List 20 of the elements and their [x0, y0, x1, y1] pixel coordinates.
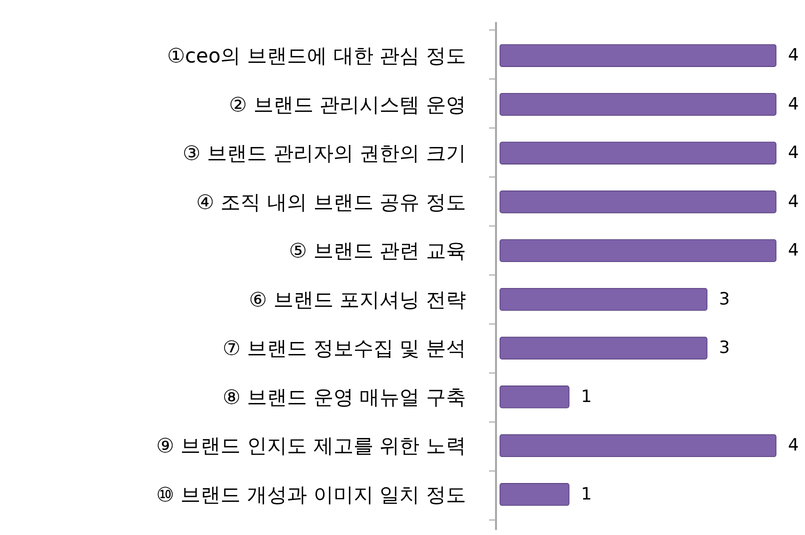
y-tick-label: ④ 조직 내의 브랜드 공유 정도	[196, 190, 466, 214]
y-tick-label: ⑥ 브랜드 포지셔닝 전략	[248, 287, 466, 312]
y-tick-label: ⑨ 브랜드 인지도 제고를 위한 노력	[156, 434, 466, 458]
data-label: 1	[581, 484, 592, 504]
y-tick-label: ⑤ 브랜드 관련 교육	[288, 238, 466, 263]
y-tick-label: ⑩ 브랜드 개성과 이미지 일치 정도	[156, 482, 466, 506]
data-label: 4	[788, 192, 799, 212]
y-tick-label: ② 브랜드 관리시스템 운영	[228, 92, 466, 116]
data-label: 4	[788, 143, 799, 164]
data-label: 1	[581, 386, 592, 407]
data-label: 4	[788, 436, 799, 456]
data-label: 4	[788, 94, 799, 114]
y-tick-label: ⑧ 브랜드 운영 매뉴얼 구축	[222, 384, 466, 409]
y-tick-label: ③ 브랜드 관리자의 권한의 크기	[182, 141, 466, 166]
data-label: 3	[719, 338, 730, 358]
y-tick-label: ①ceo의 브랜드에 대한 관심 정도	[167, 44, 466, 68]
data-label: 3	[719, 289, 730, 310]
y-tick-label: ⑦ 브랜드 정보수집 및 분석	[222, 336, 466, 360]
data-label: 4	[788, 46, 799, 66]
data-label: 4	[788, 240, 799, 261]
